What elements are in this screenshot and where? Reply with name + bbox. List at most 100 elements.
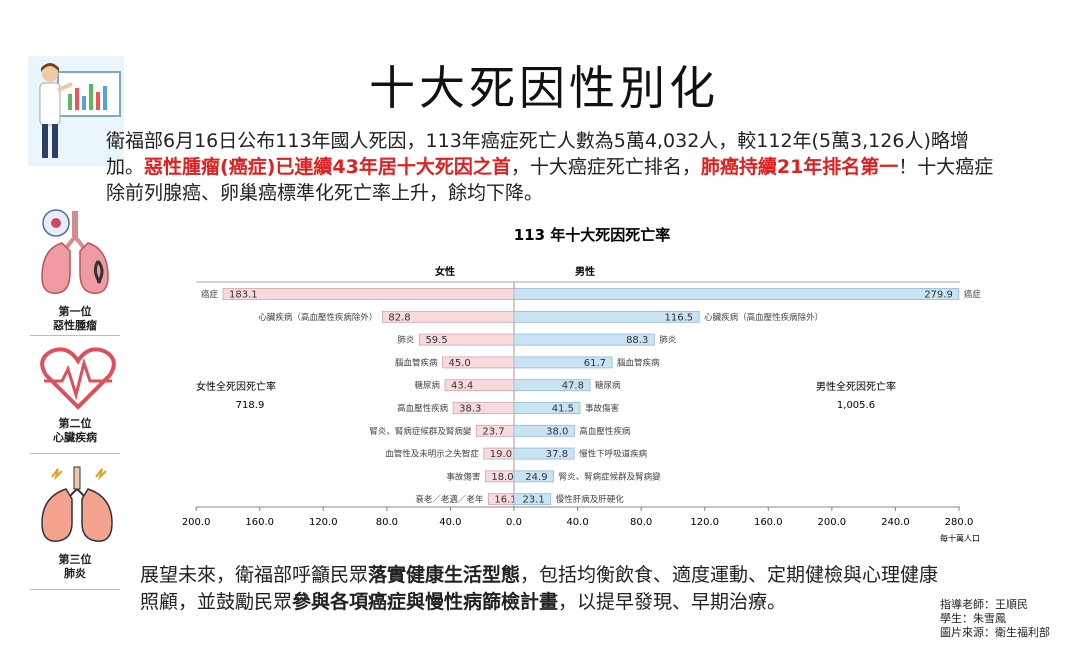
- male-category-label: 心臟疾病（高血壓性疾病除外）: [704, 312, 823, 323]
- female-value-label: 38.3: [459, 404, 481, 415]
- x-tick-label: 40.0: [566, 517, 588, 528]
- chart-title: 113 年十大死因死亡率: [514, 226, 671, 244]
- male-value-label: 47.8: [562, 381, 584, 392]
- female-bar: [222, 288, 515, 300]
- x-tick-label: 240.0: [881, 517, 910, 528]
- rank-1-name: 惡性腫瘤: [53, 319, 97, 332]
- outro-paragraph: 展望未來，衛福部呼籲民眾落實健康生活型態，包括均衡飲食、適度運動、定期健檢與心理…: [140, 562, 940, 616]
- male-bar: [513, 493, 552, 506]
- male-category-label: 糖尿病: [595, 380, 621, 391]
- male-value-label: 38.0: [546, 426, 568, 437]
- male-bar: [513, 379, 591, 392]
- male-value-label: 279.9: [924, 290, 953, 301]
- rank-1-label: 第一位: [58, 305, 92, 318]
- intro-text-1: 衛福部6月16日公布113年國人死因，113年癌症死亡人數為5萬4,032人，較…: [106, 130, 969, 178]
- male-value-label: 88.3: [626, 335, 648, 346]
- credit-student: 學生：朱雪鳳: [940, 612, 1006, 625]
- male-bar: [513, 356, 613, 369]
- page-title: 十大死因性別化: [369, 61, 719, 115]
- male-value-label: 61.7: [584, 358, 606, 369]
- outro-bold-1: 落實健康生活型態: [368, 564, 521, 586]
- x-tick-label: 200.0: [818, 517, 847, 528]
- male-value-label: 23.1: [522, 495, 544, 506]
- doctor-presentation-icon: [28, 56, 124, 166]
- outro-text-3: ，以提早發現、早期治療。: [558, 591, 787, 613]
- rank-2-label: 第二位: [58, 417, 92, 430]
- female-value-label: 59.5: [425, 335, 447, 346]
- male-bar: [513, 310, 700, 323]
- x-tick-label: 120.0: [690, 517, 719, 528]
- intro-text-2: ，十大癌症死亡排名，: [510, 156, 701, 178]
- male-value-label: 24.9: [525, 472, 547, 483]
- credit-teacher: 指導老師：王順民: [940, 598, 1028, 611]
- female-total-value: 718.9: [236, 400, 265, 411]
- rank-3-label: 第三位: [58, 553, 92, 566]
- outro-bold-2: 參與各項癌症與慢性病篩檢計畫: [292, 591, 559, 613]
- intro-highlight-2: 肺癌持續21年排名第一: [700, 156, 899, 178]
- female-category-label: 癌症: [201, 289, 219, 300]
- male-category-label: 腦血管疾病: [617, 357, 660, 368]
- male-category-label: 慢性肝病及肝硬化: [556, 494, 625, 505]
- male-bar: [513, 470, 554, 483]
- lungs-pneumonia-icon: [41, 466, 113, 542]
- male-bar: [513, 447, 575, 460]
- intro-paragraph: 衛福部6月16日公布113年國人死因，113年癌症死亡人數為5萬4,032人，較…: [106, 128, 1006, 206]
- x-tick-label: 80.0: [376, 517, 398, 528]
- female-value-label: 18.0: [491, 472, 513, 483]
- male-category-label: 肺炎: [659, 336, 677, 346]
- female-category-label: 肺炎: [397, 336, 415, 346]
- female-value-label: 23.7: [482, 426, 504, 437]
- x-tick-label: 0.0: [506, 517, 522, 528]
- x-tick-label: 160.0: [754, 517, 783, 528]
- intro-highlight-1: 惡性腫瘤(癌症)已連續43年居十大死因之首: [144, 156, 511, 178]
- male-bar: [513, 424, 575, 437]
- female-value-label: 43.4: [451, 381, 473, 392]
- female-category-label: 血管性及未明示之失智症: [385, 449, 479, 460]
- male-bar: [513, 402, 581, 414]
- male-category-label: 慢性下呼吸道疾病: [579, 449, 648, 460]
- credit-source: 圖片來源：衛生福利部: [940, 626, 1050, 639]
- female-value-label: 183.1: [229, 290, 258, 301]
- outro-text-2: ，包括均衡飲食、適度運動、定期健檢與心理健康照顧，並鼓勵民眾: [140, 564, 939, 613]
- female-total-label: 女性全死因死亡率: [196, 380, 276, 393]
- unit-label: 每十萬人口: [940, 533, 980, 543]
- heart-icon: [40, 347, 116, 410]
- male-category-label: 癌症: [964, 289, 982, 300]
- female-value-label: 45.0: [448, 358, 470, 369]
- female-value-label: 82.8: [388, 312, 410, 323]
- x-tick-label: 80.0: [630, 517, 652, 528]
- rank-2-name: 心臟疾病: [53, 431, 97, 444]
- male-bar: [513, 288, 960, 300]
- outro-text-1: 展望未來，衛福部呼籲民眾: [140, 564, 369, 586]
- female-category-label: 腎炎、腎病症候群及腎病變: [369, 426, 472, 437]
- female-category-label: 糖尿病: [415, 380, 441, 391]
- male-header: 男性: [575, 265, 595, 278]
- rank-panel: 第一位 惡性腫瘤 第二位 心臟疾病 第三位 肺炎: [30, 205, 120, 590]
- male-total-value: 1,005.6: [837, 400, 875, 411]
- male-total-label: 男性全死因死亡率: [816, 380, 896, 393]
- male-bar: [513, 333, 655, 346]
- x-tick-label: 280.0: [945, 517, 974, 528]
- male-category-label: 事故傷害: [585, 403, 619, 414]
- female-category-label: 高血壓性疾病: [397, 403, 449, 414]
- female-category-label: 腦血管疾病: [395, 357, 438, 368]
- x-tick-label: 200.0: [182, 517, 211, 528]
- female-value-label: 19.0: [490, 449, 512, 460]
- rank-3-name: 肺炎: [64, 567, 86, 580]
- male-value-label: 116.5: [665, 312, 694, 323]
- lungs-cancer-icon: [41, 209, 109, 294]
- female-header: 女性: [435, 265, 455, 278]
- x-tick-label: 160.0: [245, 517, 274, 528]
- female-category-label: 事故傷害: [446, 471, 480, 482]
- female-category-label: 衰老／老邁／老年: [415, 494, 484, 505]
- female-value-label: 16.1: [494, 495, 516, 506]
- credits: 指導老師：王順民 學生：朱雪鳳 圖片來源：衛生福利部: [940, 598, 1050, 640]
- male-category-label: 腎炎、腎病症候群及腎病變: [559, 471, 662, 482]
- x-tick-label: 120.0: [309, 517, 338, 528]
- x-tick-label: 40.0: [439, 517, 461, 528]
- male-value-label: 41.5: [552, 404, 574, 415]
- male-category-label: 高血壓性疾病: [579, 426, 631, 437]
- female-category-label: 心臟疾病（高血壓性疾病除外）: [258, 312, 377, 323]
- intro-text-3: ！十大癌症除前列腺癌、卵巢癌標準化死亡率上升，餘均下降。: [106, 156, 994, 204]
